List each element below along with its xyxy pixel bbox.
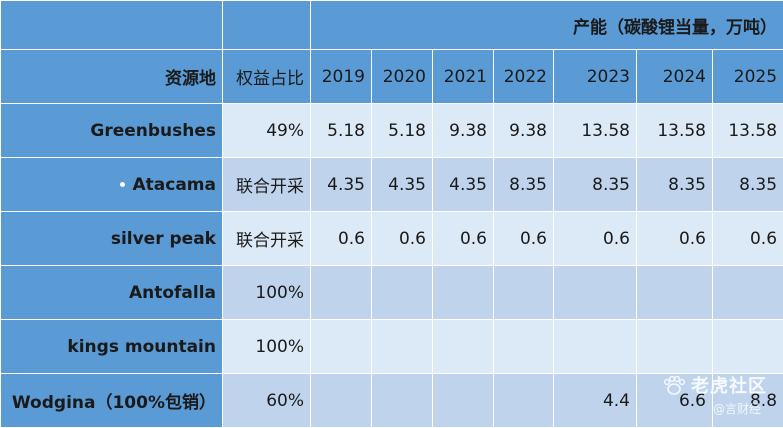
resource-name: Wodgina（100%包销） [0, 373, 223, 428]
capacity-cell: 8.8 [711, 373, 783, 428]
equity-share: 联合开采 [222, 211, 311, 266]
capacity-cell [636, 265, 713, 320]
capacity-cell: 6.6 [636, 373, 713, 428]
equity-share: 60% [222, 373, 311, 428]
capacity-cell: 4.4 [553, 373, 637, 428]
year-header: 2023 [553, 49, 637, 104]
capacity-cell [553, 319, 637, 374]
year-header: 2019 [310, 49, 372, 104]
capacity-cell [432, 265, 494, 320]
capacity-cell: 4.35 [432, 157, 494, 212]
resource-name: kings mountain [0, 319, 223, 374]
column-header-row: 资源地 权益占比 2019 2020 2021 2022 2023 2024 2… [0, 49, 783, 104]
capacity-cell: 5.18 [310, 103, 372, 158]
share-column-header: 权益占比 [222, 49, 311, 104]
resource-name: Antofalla [0, 265, 223, 320]
equity-share: 100% [222, 265, 311, 320]
capacity-cell [371, 265, 433, 320]
capacity-cell: 0.6 [493, 211, 554, 266]
capacity-cell [553, 265, 637, 320]
resource-name: silver peak [0, 211, 223, 266]
capacity-cell: 8.35 [636, 157, 713, 212]
capacity-cell: 0.6 [371, 211, 433, 266]
year-header: 2025 [711, 49, 783, 104]
capacity-cell [636, 319, 713, 374]
capacity-cell [493, 373, 554, 428]
equity-share: 100% [222, 319, 311, 374]
capacity-cell: 8.35 [711, 157, 783, 212]
capacity-cell [310, 265, 372, 320]
capacity-cell: 13.58 [553, 103, 637, 158]
year-header: 2022 [493, 49, 554, 104]
bullet-icon [119, 182, 125, 187]
capacity-cell: 4.35 [371, 157, 433, 212]
capacity-cell [432, 319, 494, 374]
capacity-cell [432, 373, 494, 428]
year-header: 2024 [636, 49, 713, 104]
year-header: 2021 [432, 49, 494, 104]
year-header: 2020 [371, 49, 433, 104]
resource-name: Greenbushes [0, 103, 223, 158]
capacity-cell [371, 373, 433, 428]
watermark: 老虎社区 @言财经 [655, 368, 783, 428]
capacity-cell [493, 319, 554, 374]
capacity-cell [310, 319, 372, 374]
capacity-cell: 0.6 [636, 211, 713, 266]
capacity-cell: 9.38 [432, 103, 494, 158]
capacity-title: 产能（碳酸锂当量，万吨） [309, 0, 783, 50]
capacity-cell: 4.35 [310, 157, 372, 212]
capacity-cell: 9.38 [493, 103, 554, 158]
resource-name: Atacama [132, 174, 217, 195]
equity-share: 49% [222, 103, 311, 158]
capacity-cell: 13.58 [711, 103, 783, 158]
corner-cell [0, 0, 223, 50]
capacity-cell: 8.35 [493, 157, 554, 212]
table-row: Atacama 联合开采 4.35 4.35 4.35 8.35 8.35 8.… [0, 157, 783, 212]
resource-name-cell: Atacama [0, 157, 223, 212]
table-row: silver peak 联合开采 0.6 0.6 0.6 0.6 0.6 0.6… [0, 211, 783, 266]
capacity-cell: 5.18 [371, 103, 433, 158]
capacity-cell: 13.58 [636, 103, 713, 158]
capacity-cell: 0.6 [310, 211, 372, 266]
watermark-text: 老虎社区 [691, 376, 767, 397]
capacity-cell [711, 319, 783, 374]
capacity-cell: 8.35 [553, 157, 637, 212]
capacity-cell [711, 265, 783, 320]
title-row: 产能（碳酸锂当量，万吨） [0, 0, 783, 50]
corner-cell-share [222, 0, 311, 50]
table-row: kings mountain 100% [0, 319, 783, 374]
watermark-author: @言财经 [713, 402, 762, 416]
capacity-cell: 0.6 [432, 211, 494, 266]
tiger-paw-icon [663, 375, 686, 395]
capacity-cell [310, 373, 372, 428]
capacity-cell [371, 319, 433, 374]
table-row: Greenbushes 49% 5.18 5.18 9.38 9.38 13.5… [0, 103, 783, 158]
capacity-cell: 0.6 [711, 211, 783, 266]
capacity-cell: 0.6 [553, 211, 637, 266]
table-row: Antofalla 100% [0, 265, 783, 320]
capacity-cell [493, 265, 554, 320]
equity-share: 联合开采 [222, 157, 311, 212]
resource-column-header: 资源地 [0, 49, 223, 104]
table-row: Wodgina（100%包销） 60% 4.4 6.6 8.8 [0, 373, 783, 428]
